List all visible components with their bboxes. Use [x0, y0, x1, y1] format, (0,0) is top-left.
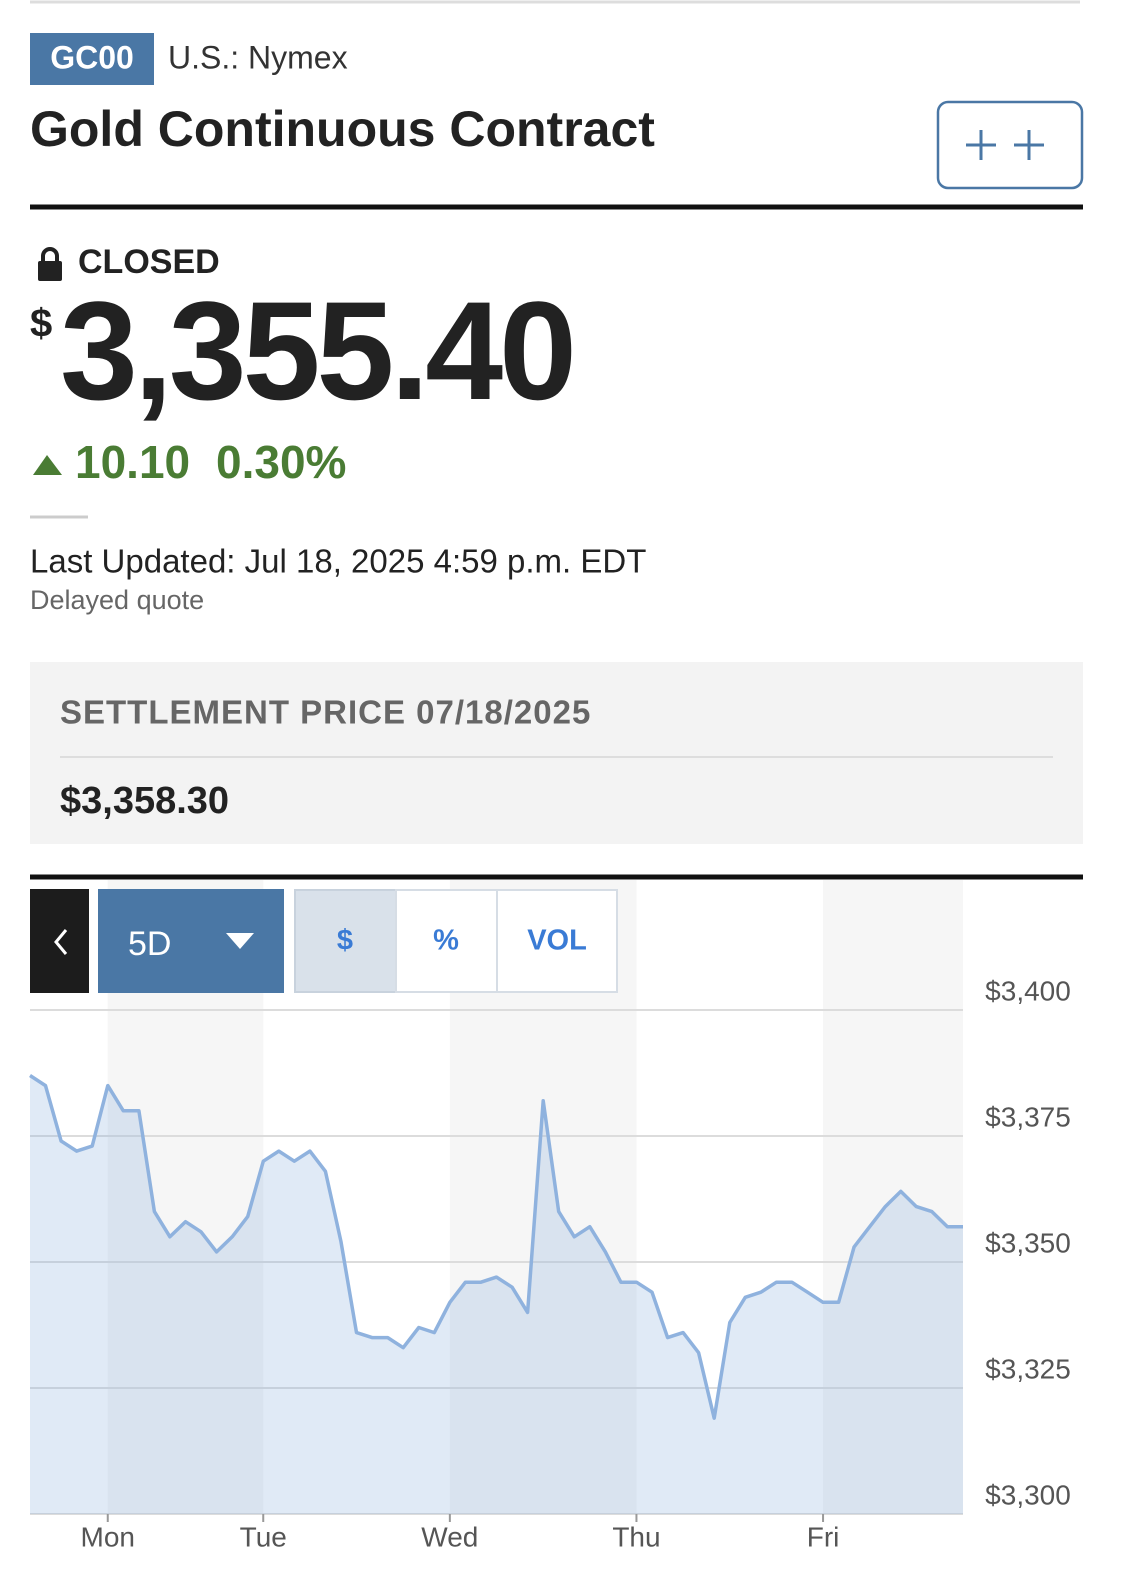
tab-percent[interactable] [395, 889, 498, 993]
y-tick-label: $3,325 [985, 1353, 1071, 1384]
x-tick-label: Fri [807, 1521, 840, 1552]
market-status: CLOSED [78, 243, 220, 281]
tab-label: $ [337, 925, 353, 957]
watchlist-button[interactable] [936, 100, 1084, 190]
y-tick-label: $3,400 [985, 975, 1071, 1006]
tab-label: VOL [527, 925, 587, 957]
last-updated: Last Updated: Jul 18, 2025 4:59 p.m. EDT [30, 543, 646, 580]
settlement-box [30, 662, 1083, 844]
y-tick-label: $3,300 [985, 1479, 1071, 1510]
x-tick-label: Thu [612, 1521, 660, 1552]
settlement-label: SETTLEMENT PRICE 07/18/2025 [60, 694, 591, 731]
currency-sign: $ [30, 302, 52, 346]
exchange: U.S.: Nymex [168, 39, 348, 75]
tab-dollar[interactable] [294, 889, 397, 993]
chevron [54, 929, 68, 955]
instrument-title: Gold Continuous Contract [30, 101, 655, 157]
button-frame[interactable] [936, 100, 1084, 190]
chart-controls: 5D $ % VOL [30, 889, 618, 993]
range-label: 5D [128, 925, 171, 963]
up-arrow [33, 455, 62, 475]
symbol: GC00 [50, 39, 134, 75]
percent-change: 0.30% [216, 436, 346, 488]
price-line [29, 1074, 963, 1420]
y-tick-label: $3,375 [985, 1101, 1071, 1132]
price: 3,355.40 [60, 272, 573, 429]
tab-label: % [433, 925, 459, 957]
back-button[interactable] [30, 889, 89, 993]
y-tick-label: $3,350 [985, 1227, 1071, 1258]
range-select[interactable] [98, 889, 284, 993]
delay-note: Delayed quote [30, 585, 204, 615]
plus-icons [966, 130, 1044, 160]
tab-volume[interactable] [496, 889, 618, 993]
lock-icon [38, 247, 62, 281]
price-change: 10.10 [75, 436, 190, 488]
symbol-badge [30, 33, 154, 85]
x-tick-label: Wed [421, 1521, 478, 1552]
dropdown-arrow [226, 933, 254, 949]
settlement-price: $3,358.30 [60, 780, 229, 822]
price-area [30, 1075, 963, 1514]
x-tick-label: Mon [81, 1521, 135, 1552]
x-tick-label: Tue [240, 1521, 287, 1552]
